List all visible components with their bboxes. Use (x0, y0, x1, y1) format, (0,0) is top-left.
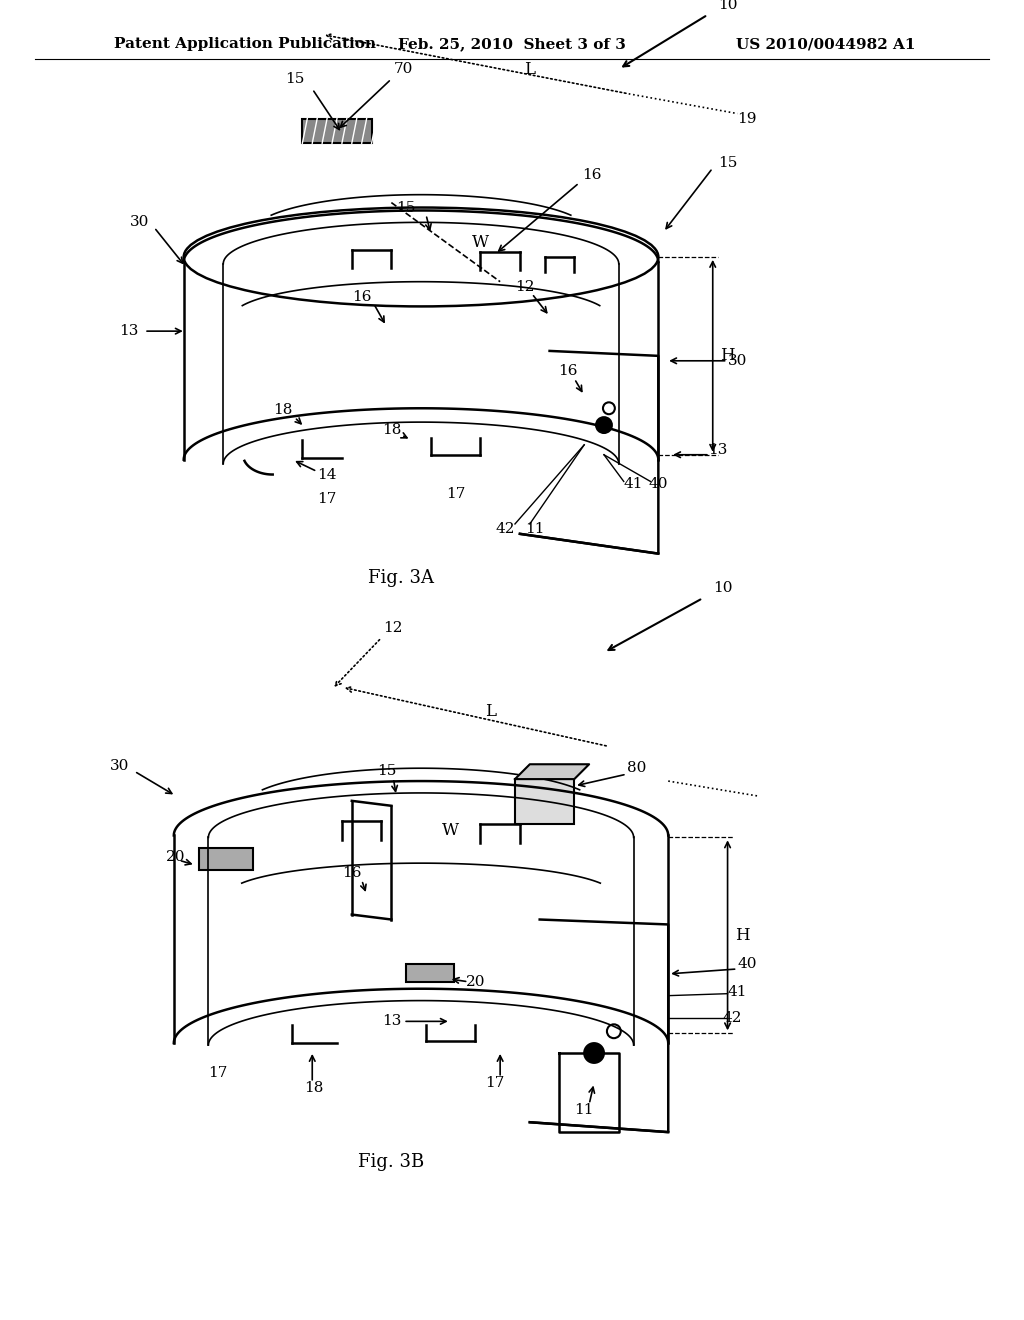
Text: Patent Application Publication: Patent Application Publication (115, 37, 377, 51)
Text: 15: 15 (396, 201, 416, 215)
FancyBboxPatch shape (199, 849, 253, 870)
Text: 10: 10 (718, 0, 737, 12)
Text: 18: 18 (382, 422, 401, 437)
Text: H: H (720, 347, 735, 364)
Text: 20: 20 (466, 974, 485, 989)
Text: 10: 10 (713, 581, 732, 595)
Text: L: L (484, 704, 496, 721)
Text: 80: 80 (627, 762, 646, 775)
Text: L: L (524, 61, 536, 78)
Text: 17: 17 (317, 492, 337, 507)
Text: W: W (472, 234, 488, 251)
FancyBboxPatch shape (515, 779, 574, 824)
Text: 15: 15 (285, 73, 304, 86)
Text: 41: 41 (624, 478, 643, 491)
Text: 18: 18 (273, 403, 292, 417)
Text: 13: 13 (708, 442, 727, 457)
Text: 40: 40 (648, 478, 668, 491)
Text: 16: 16 (558, 364, 578, 378)
Text: 15: 15 (718, 156, 737, 170)
Circle shape (596, 417, 612, 433)
Text: 18: 18 (304, 1081, 324, 1094)
Text: 11: 11 (574, 1104, 594, 1117)
FancyBboxPatch shape (302, 119, 372, 144)
Text: 13: 13 (120, 325, 139, 338)
Text: 11: 11 (525, 521, 545, 536)
Text: 16: 16 (342, 866, 361, 880)
Text: 13: 13 (382, 1014, 401, 1028)
Text: 70: 70 (393, 62, 413, 77)
Text: 42: 42 (496, 521, 515, 536)
Text: 17: 17 (445, 487, 465, 502)
FancyBboxPatch shape (407, 964, 454, 982)
Text: Feb. 25, 2010  Sheet 3 of 3: Feb. 25, 2010 Sheet 3 of 3 (398, 37, 626, 51)
Text: US 2010/0044982 A1: US 2010/0044982 A1 (736, 37, 915, 51)
Text: 30: 30 (110, 759, 129, 774)
Text: 40: 40 (737, 957, 757, 972)
Text: 15: 15 (377, 764, 396, 779)
Text: Fig. 3B: Fig. 3B (358, 1152, 425, 1171)
Text: 19: 19 (737, 111, 757, 125)
Text: W: W (442, 822, 459, 840)
Text: 17: 17 (485, 1076, 505, 1090)
Text: 12: 12 (384, 620, 403, 635)
Text: 17: 17 (209, 1065, 228, 1080)
Text: 16: 16 (583, 168, 602, 182)
Text: 12: 12 (515, 280, 535, 293)
Text: H: H (735, 927, 750, 944)
Text: 20: 20 (166, 850, 185, 865)
Circle shape (584, 1043, 604, 1063)
Text: 30: 30 (129, 215, 148, 230)
Polygon shape (515, 764, 589, 779)
Text: 41: 41 (728, 985, 748, 999)
Text: 42: 42 (723, 1011, 742, 1026)
Text: Fig. 3A: Fig. 3A (369, 569, 434, 587)
Text: 30: 30 (728, 354, 748, 368)
Text: 14: 14 (317, 467, 337, 482)
Text: 16: 16 (352, 289, 372, 304)
